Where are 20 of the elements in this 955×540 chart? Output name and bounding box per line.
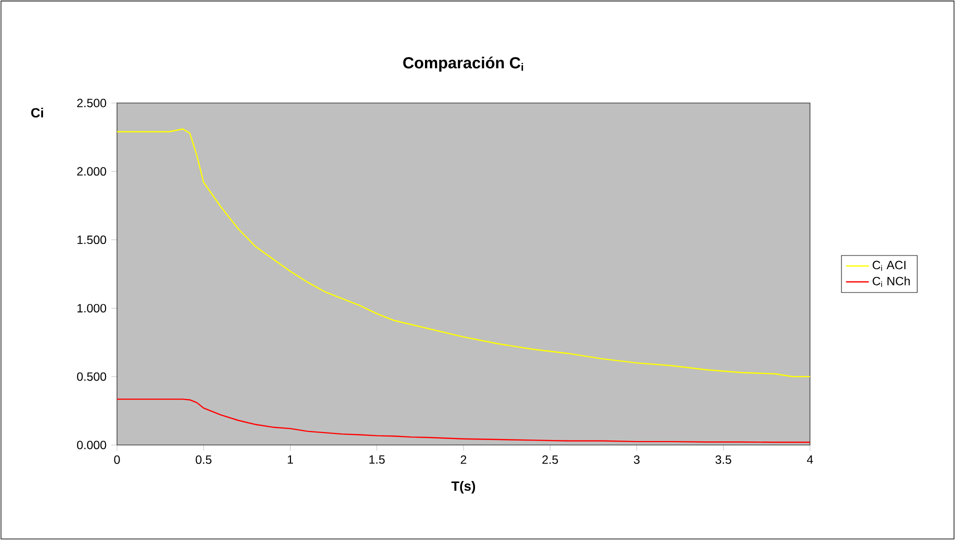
y-tick-label: 1.500 [77,236,106,244]
y-axis-title: Ci [31,108,44,118]
y-tick-label: 1.000 [77,304,106,312]
x-tick-label: 3 [634,455,640,464]
x-tick-label: 0.5 [196,455,212,464]
chart-title: Comparación C$_{i}$ [403,56,524,72]
x-tick-label: 4 [806,455,813,464]
x-axis-title: T(s) [451,481,476,494]
x-tick-label: 1.5 [369,455,385,464]
y-tick-label: 0.500 [77,372,106,381]
x-tick-label: 3.5 [715,455,732,464]
y-tick-label: 0.000 [77,440,106,450]
x-tick-label: 0 [114,455,120,464]
x-tick-label: 1 [288,455,294,464]
legend-label: C$_{i}$ ACI [872,260,906,271]
y-tick-label: 2.000 [77,167,106,176]
x-tick-label: 2.5 [542,455,558,464]
y-tick-label: 2.500 [77,98,106,108]
legend-label: C$_{i}$ NCh [872,276,910,287]
x-tick-label: 2 [460,455,466,464]
